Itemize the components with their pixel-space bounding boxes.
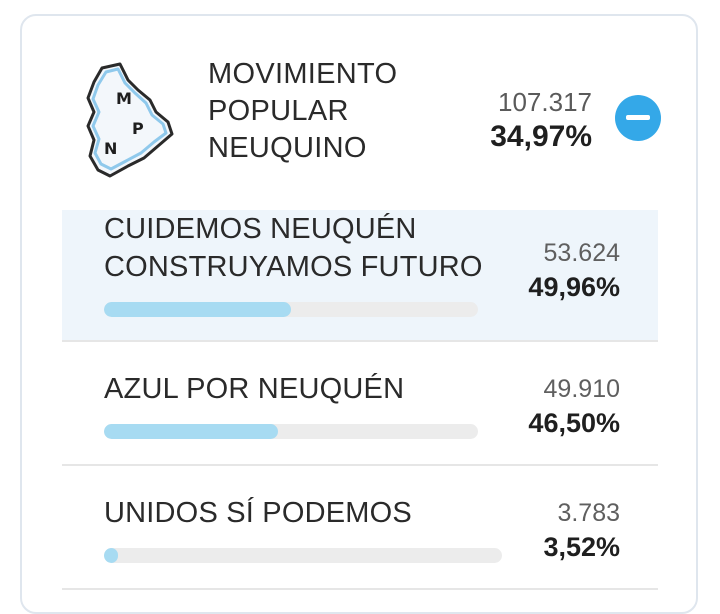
list-item: UNIDOS SÍ PODEMOS 3.783 3,52% (62, 466, 658, 588)
vote-share-bar (104, 424, 478, 439)
list-votes: 53.624 49,96% (492, 236, 620, 304)
divider (62, 340, 658, 342)
vote-share-fill (104, 548, 118, 563)
list-votes: 3.783 3,52% (492, 496, 620, 564)
list-name: CUIDEMOS NEUQUÉN CONSTRUYAMOS FUTURO (104, 210, 504, 286)
list-name-line-1: UNIDOS SÍ PODEMOS (104, 497, 412, 529)
vote-share-bar (104, 548, 502, 563)
list-name: AZUL POR NEUQUÉN (104, 370, 504, 408)
party-vote-count: 107.317 (498, 87, 592, 117)
list-name-line-2: CONSTRUYAMOS FUTURO (104, 251, 483, 283)
list-vote-percent: 3,52% (543, 532, 620, 562)
list-vote-count: 49.910 (543, 375, 620, 403)
mpn-logo: M P N (86, 62, 174, 178)
party-header[interactable]: M P N MOVIMIENTO POPULAR NEUQUINO 107.31… (22, 16, 696, 206)
list-name-line-1: AZUL POR NEUQUÉN (104, 373, 405, 405)
collapse-button[interactable] (615, 95, 661, 141)
vote-share-fill (104, 302, 291, 317)
list-item: AZUL POR NEUQUÉN 49.910 46,50% (62, 342, 658, 464)
list-votes: 49.910 46,50% (492, 372, 620, 440)
divider (62, 588, 658, 590)
minus-icon (626, 115, 650, 120)
divider (62, 464, 658, 466)
list-vote-percent: 46,50% (528, 408, 620, 438)
logo-letter-p: P (132, 119, 144, 138)
vote-share-fill (104, 424, 278, 439)
list-name-line-1: CUIDEMOS NEUQUÉN (104, 213, 417, 245)
logo-letter-n: N (104, 139, 117, 158)
party-votes: 107.317 34,97% (490, 86, 592, 156)
party-results-card: M P N MOVIMIENTO POPULAR NEUQUINO 107.31… (20, 14, 698, 614)
list-name: UNIDOS SÍ PODEMOS (104, 494, 504, 532)
list-vote-count: 53.624 (543, 239, 620, 267)
party-vote-percent: 34,97% (490, 120, 592, 153)
vote-share-bar (104, 302, 478, 317)
party-name-line-1: MOVIMIENTO (208, 58, 398, 90)
list-item: CUIDEMOS NEUQUÉN CONSTRUYAMOS FUTURO 53.… (62, 210, 658, 340)
logo-letter-m: M (116, 89, 132, 108)
party-name: MOVIMIENTO POPULAR NEUQUINO (208, 56, 438, 167)
list-vote-percent: 49,96% (528, 272, 620, 302)
party-name-line-3: NEUQUINO (208, 132, 367, 164)
list-vote-count: 3.783 (557, 499, 620, 527)
party-name-line-2: POPULAR (208, 95, 349, 127)
